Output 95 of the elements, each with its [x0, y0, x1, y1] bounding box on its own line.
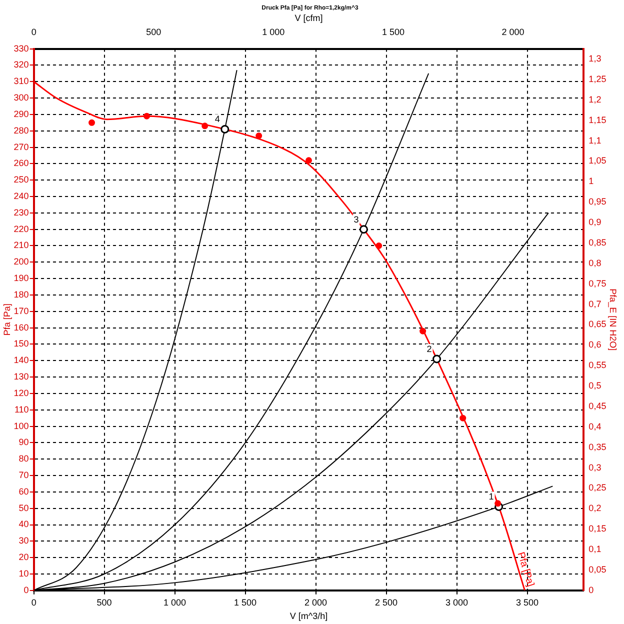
y2-tick-label: 0,4 [588, 421, 602, 432]
annotation: 4 [214, 114, 220, 124]
y-tick-label: 80 [18, 454, 29, 464]
x2-tick-label: 1 000 [262, 26, 285, 37]
y2-tick-label: 0,5 [588, 380, 602, 391]
y2-axis-title: Pfa_E [IN H2O] [608, 288, 618, 351]
y-tick-label: 180 [14, 289, 29, 300]
point [88, 119, 96, 126]
x2-tick-label: 500 [146, 26, 162, 37]
x-tick-label: 1 000 [164, 597, 186, 608]
y2-tick-label: 0,7 [588, 298, 602, 309]
point [460, 414, 466, 422]
y-tick-label: 90 [18, 437, 29, 448]
y2-tick-label: 0,15 [588, 524, 606, 534]
y2-tick-label: 0,3 [588, 462, 602, 472]
y2-tick-label: 0,1 [588, 544, 602, 554]
y-tick-label: 310 [14, 76, 29, 86]
text: Pfa [Pa] [514, 550, 536, 588]
x2-tick-label: 1 500 [382, 26, 404, 37]
y2-tick-label: 0,35 [588, 442, 606, 452]
x-tick-label: 2 000 [304, 597, 328, 608]
y-tick-label: 200 [14, 256, 29, 267]
point [376, 242, 382, 249]
y2-tick-label: 0,9 [588, 217, 602, 228]
y-tick-label: 220 [14, 224, 29, 234]
y2-tick-label: 0,85 [588, 237, 606, 248]
point [359, 225, 368, 234]
annotation: 1 [488, 492, 494, 502]
x-tick-label: 3 000 [446, 597, 468, 608]
y2-tick-label: 0,55 [588, 360, 606, 370]
y-tick-label: 250 [14, 174, 29, 185]
annotation: 2 [426, 344, 432, 354]
y-tick-label: 320 [14, 60, 29, 70]
y-tick-label: 120 [14, 388, 29, 398]
y2-tick-label: 0,95 [588, 196, 606, 207]
point [494, 500, 502, 507]
y2-tick-label: 0,6 [588, 340, 602, 350]
y2-tick-label: 0,25 [588, 482, 606, 493]
point [144, 112, 150, 120]
y-tick-label: 60 [18, 486, 29, 496]
y-tick-label: 20 [18, 552, 29, 562]
x2-tick-label: 2 000 [502, 26, 524, 37]
y-tick-label: 330 [14, 43, 29, 54]
x-tick-label: 1 500 [234, 597, 257, 608]
y-tick-label: 50 [18, 502, 29, 513]
y-tick-label: 140 [14, 355, 29, 366]
y2-tick-label: 1,05 [588, 156, 606, 166]
y2-tick-label: 1,1 [588, 135, 602, 146]
y-tick-label: 240 [14, 190, 29, 201]
y-tick-label: 210 [14, 240, 29, 250]
y-tick-label: 100 [14, 420, 29, 431]
y-tick-label: 230 [14, 207, 29, 218]
y2-tick-label: 0,8 [588, 258, 602, 268]
y-tick-label: 260 [14, 158, 29, 168]
x2-axis-title: V [cfm] [294, 13, 323, 24]
y-tick-label: 170 [14, 306, 29, 316]
y2-tick-label: 0,45 [588, 400, 606, 411]
y-tick-label: 290 [14, 108, 29, 119]
y-tick-label: 70 [18, 470, 29, 480]
y2-tick-label: 1,2 [588, 94, 602, 104]
y2-tick-label: 0,75 [588, 278, 606, 288]
x-axis-title: V [m^3/h] [290, 611, 328, 622]
y-tick-label: 300 [14, 92, 29, 103]
y-tick-label: 150 [14, 338, 29, 349]
y-tick-label: 40 [18, 519, 29, 530]
point [202, 122, 208, 130]
y2-tick-label: 0,65 [588, 319, 606, 330]
point [220, 124, 230, 134]
point [432, 354, 442, 364]
y2-tick-label: 1,3 [588, 54, 602, 64]
y2-tick-label: 0 [588, 584, 594, 595]
point [306, 157, 312, 164]
x-tick-label: 2 500 [375, 597, 398, 608]
y2-tick-label: 0,2 [588, 503, 602, 514]
y-axis-title: Pfa [Pa] [2, 304, 12, 336]
y-tick-label: 270 [14, 142, 29, 152]
y2-tick-label: 0,05 [588, 564, 606, 574]
y-tick-label: 160 [14, 322, 29, 332]
x-tick-label: 3 500 [516, 597, 539, 608]
point [420, 328, 426, 334]
y-tick-label: 280 [14, 125, 29, 136]
y-tick-label: 30 [18, 536, 29, 546]
y-tick-label: 10 [18, 568, 29, 578]
y2-tick-label: 1,15 [588, 114, 606, 125]
y-tick-label: 0 [24, 584, 29, 595]
y-tick-label: 190 [14, 273, 29, 284]
x-tick-label: 0 [31, 597, 36, 608]
y2-tick-label: 1,25 [588, 74, 606, 84]
point [256, 132, 262, 140]
y2-tick-label: 1 [588, 176, 594, 186]
x2-tick-label: 0 [31, 26, 36, 37]
x-tick-label: 500 [96, 597, 112, 608]
y-tick-label: 130 [14, 372, 29, 382]
y-tick-label: 110 [14, 404, 29, 414]
annotation: 3 [354, 214, 359, 224]
